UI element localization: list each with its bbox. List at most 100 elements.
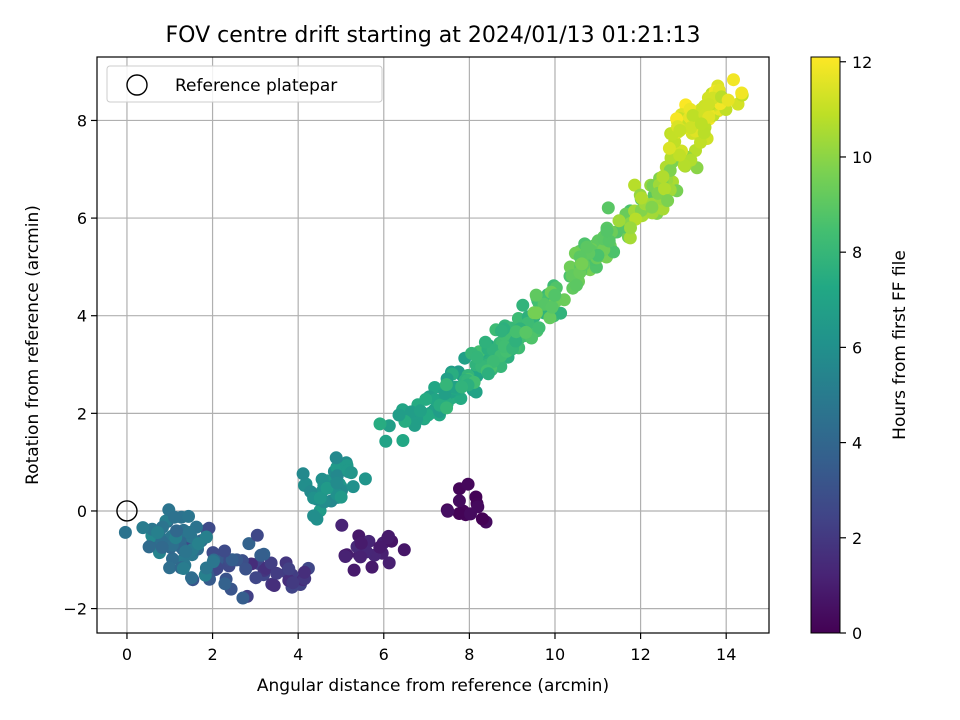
data-point — [441, 504, 455, 518]
data-point — [218, 577, 232, 591]
y-tick-label: 8 — [77, 111, 87, 130]
data-point — [677, 158, 691, 172]
data-point — [673, 148, 687, 162]
data-point — [298, 565, 311, 579]
data-point — [344, 466, 358, 480]
data-point — [206, 555, 220, 569]
data-point — [338, 550, 352, 563]
data-point — [282, 562, 296, 576]
data-point — [396, 434, 410, 447]
data-point — [142, 540, 156, 554]
data-point — [179, 545, 193, 558]
data-point — [439, 378, 453, 392]
data-point — [634, 191, 648, 205]
data-point — [347, 563, 361, 577]
legend-box — [106, 65, 383, 103]
data-point — [461, 477, 475, 491]
data-point — [529, 306, 543, 320]
data-point — [624, 221, 637, 235]
x-tick-label: 8 — [464, 645, 474, 664]
data-point — [330, 476, 344, 490]
data-point — [320, 481, 334, 495]
data-point — [313, 491, 327, 505]
data-point — [575, 257, 589, 271]
data-point — [373, 540, 387, 554]
colorbar-tick-label: 8 — [852, 243, 862, 262]
data-point — [136, 521, 150, 535]
data-point — [329, 451, 343, 465]
data-point — [239, 562, 253, 576]
data-point — [413, 404, 427, 418]
y-tick-label: 2 — [77, 404, 87, 423]
data-point — [516, 298, 530, 312]
legend-entry: Reference platepar — [175, 76, 337, 96]
y-tick-label: 6 — [77, 209, 87, 228]
data-point — [721, 93, 735, 107]
y-tick-label: 4 — [77, 307, 87, 326]
data-point — [151, 526, 165, 539]
data-point — [346, 480, 360, 494]
data-point — [392, 408, 406, 422]
chart-title: FOV centre drift starting at 2024/01/13 … — [166, 23, 701, 48]
data-point — [684, 121, 698, 135]
colorbar-label: Hours from first FF file — [890, 250, 910, 440]
data-point — [509, 325, 523, 339]
data-point — [548, 288, 562, 302]
data-point — [270, 566, 284, 580]
data-point — [612, 214, 626, 228]
data-point — [379, 434, 393, 448]
data-point — [354, 550, 367, 564]
data-point — [296, 467, 310, 481]
y-axis: −2 0 2 4 6 8 — [63, 111, 97, 619]
data-point — [486, 354, 500, 368]
data-point — [481, 367, 495, 381]
data-point — [661, 194, 675, 208]
data-point — [419, 392, 433, 406]
data-point — [428, 381, 442, 394]
data-point — [182, 509, 195, 523]
data-point — [601, 201, 615, 215]
data-point — [408, 418, 422, 432]
data-point — [236, 591, 250, 605]
data-point — [494, 324, 508, 338]
data-point — [250, 528, 264, 542]
x-tick-label: 0 — [122, 645, 132, 664]
data-point — [168, 510, 182, 524]
data-point — [519, 325, 533, 339]
x-tick-label: 6 — [379, 645, 389, 664]
data-point — [335, 518, 349, 532]
data-point — [354, 536, 368, 550]
data-point — [242, 537, 256, 551]
data-point — [470, 350, 484, 364]
data-point — [218, 544, 232, 558]
data-point — [225, 553, 239, 567]
x-tick-label: 12 — [630, 645, 650, 664]
y-tick-label: −2 — [63, 600, 87, 619]
data-point — [249, 571, 263, 585]
data-point — [455, 380, 469, 394]
reference-platepar-marker — [116, 500, 138, 522]
plot-frame — [96, 56, 770, 634]
colorbar-ticks: 0 2 4 6 8 10 12 — [840, 53, 872, 643]
data-point — [254, 548, 268, 562]
colorbar-tick-label: 2 — [852, 529, 862, 548]
data-point — [662, 141, 676, 155]
data-point — [170, 524, 183, 538]
data-point — [511, 312, 525, 325]
colorbar: 0 2 4 6 8 10 12 Hours from first FF file — [810, 53, 910, 643]
data-point — [570, 278, 583, 292]
data-point — [286, 576, 300, 590]
data-point — [478, 335, 492, 349]
legend: Reference platepar — [106, 65, 383, 103]
y-axis-label: Rotation from reference (arcmin) — [23, 205, 43, 485]
x-axis: 0 2 4 6 8 10 12 14 — [122, 633, 736, 664]
colorbar-gradient — [810, 56, 841, 634]
x-axis-label: Angular distance from reference (arcmin) — [257, 676, 609, 696]
data-point — [452, 494, 466, 508]
data-point — [365, 560, 379, 574]
colorbar-tick-label: 4 — [852, 434, 862, 453]
data-point — [602, 234, 616, 248]
data-point — [382, 556, 396, 570]
